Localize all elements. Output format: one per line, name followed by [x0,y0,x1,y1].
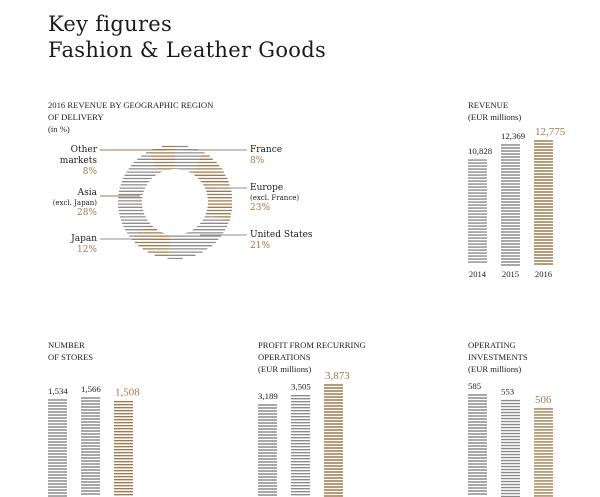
stores-title-1: NUMBER [48,340,85,350]
revenue-unit: (EUR millions) [468,112,522,122]
revenue-heading: REVENUE (EUR millions) [468,99,521,123]
investments-bar-2015 [501,399,520,497]
legend-japan: Japan 12% [71,234,97,256]
legend-other-markets-pct: 8% [82,167,97,177]
revenue-region-title-1: 2016 REVENUE BY GEOGRAPHIC REGION [48,100,214,110]
revenue-region-unit: (in %) [48,124,70,134]
revenue-category-label-2015: 2015 [502,269,519,279]
revenue-region-title-2: OF DELIVERY [48,112,104,122]
revenue-bar-2015 [501,144,520,266]
stores-value-label-2015: 1,566 [81,384,101,394]
legend-other-markets: Other markets 8% [45,145,97,178]
donut-slice-united-states [168,203,229,259]
legend-europe-note: (excl. France) [250,194,300,202]
revenue-value-label-2015: 12,369 [501,131,526,141]
profit-title-1: PROFIT FROM RECURRING [258,340,366,350]
revenue-region-heading: 2016 REVENUE BY GEOGRAPHIC REGION OF DEL… [48,99,213,135]
legend-united-states-pct: 21% [250,241,271,251]
revenue-title: REVENUE [468,100,509,110]
legend-france-label: France [250,145,283,155]
investments-heading: OPERATING INVESTMENTS (EUR millions) [468,339,528,375]
page-title-line2: Fashion & Leather Goods [48,38,327,62]
legend-asia-label: Asia [77,188,97,198]
legend-france-pct: 8% [250,156,265,166]
profit-heading: PROFIT FROM RECURRING OPERATIONS (EUR mi… [258,339,366,375]
profit-value-label-2015: 3,505 [291,382,311,392]
legend-asia: Asia (excl. Japan) 28% [53,188,97,219]
legend-japan-pct: 12% [76,245,97,255]
stores-heading: NUMBER OF STORES [48,339,93,363]
legend-europe-label: Europe [250,183,284,193]
legend-europe: Europe (excl. France) 23% [250,183,299,214]
investments-title-1: OPERATING [468,340,516,350]
revenue-bar-2016 [534,140,553,265]
revenue-value-label-2016: 12,775 [535,126,566,138]
legend-asia-pct: 28% [76,208,97,218]
legend-asia-note: (excl. Japan) [52,199,97,207]
legend-france: France 8% [250,145,282,167]
investments-bar-2014 [468,394,487,495]
profit-bar-2015 [291,395,310,496]
investments-bar-2016 [534,408,553,497]
investments-value-label-2015: 553 [501,387,515,397]
donut-slice-other-markets [148,145,176,202]
legend-europe-pct: 23% [250,203,271,213]
stores-value-label-2014: 1,534 [48,386,68,396]
profit-value-label-2016: 3,873 [325,370,350,382]
stores-value-label-2016: 1,508 [115,387,140,399]
profit-bar-2014 [258,404,277,496]
page-title-line1: Key figures [48,12,173,36]
revenue-bar-2014 [468,159,487,263]
legend-united-states: United States 21% [250,230,313,252]
profit-title-2: OPERATIONS [258,352,311,362]
investments-value-label-2016: 506 [535,394,552,406]
stores-bar-2015 [81,397,100,495]
profit-unit: (EUR millions) [258,364,312,374]
revenue-value-label-2014: 10,828 [468,146,493,156]
donut-slice-japan [131,203,175,259]
investments-unit: (EUR millions) [468,364,522,374]
legend-united-states-label: United States [250,230,313,240]
revenue-category-label-2016: 2016 [535,269,553,279]
legend-japan-label: Japan [71,234,97,244]
stores-bar-2014 [48,399,67,497]
profit-bar-2016 [324,384,343,497]
investments-value-label-2014: 585 [468,381,482,391]
investments-title-2: INVESTMENTS [468,352,528,362]
stores-title-2: OF STORES [48,352,93,362]
legend-other-markets-label: Other markets [59,145,97,166]
profit-value-label-2014: 3,189 [258,391,278,401]
revenue-category-label-2014: 2014 [469,269,487,279]
stores-bar-2016 [114,401,133,496]
